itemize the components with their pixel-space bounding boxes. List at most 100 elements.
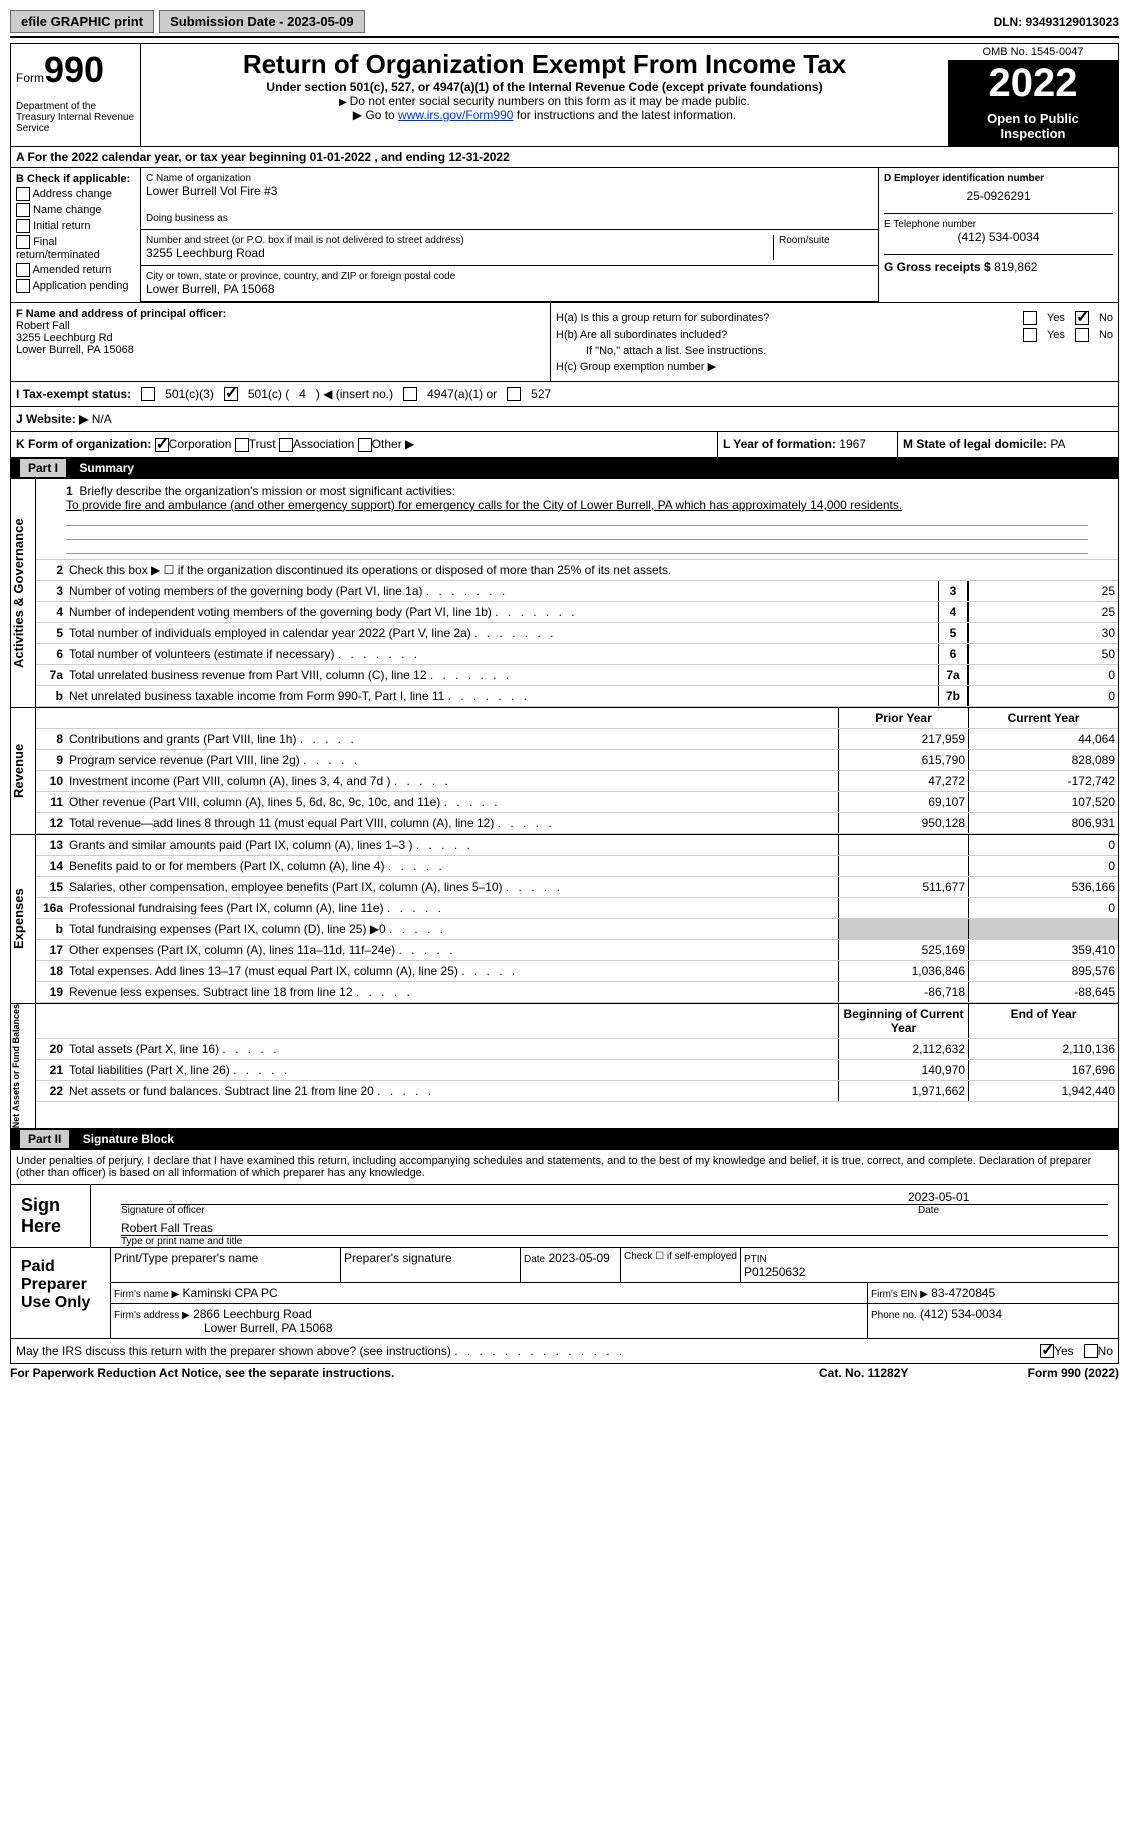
gross-receipts: 819,862 — [994, 260, 1037, 274]
submission-btn[interactable]: Submission Date - 2023-05-09 — [159, 10, 365, 33]
table-row: 6Total number of volunteers (estimate if… — [36, 644, 1118, 665]
cb-corp[interactable] — [155, 438, 169, 452]
prep-r1: Print/Type preparer's name Preparer's si… — [111, 1248, 1118, 1283]
summary-section: Activities & Governance 1 Briefly descri… — [10, 478, 1119, 1129]
form-number: 990 — [44, 49, 104, 90]
year-box: OMB No. 1545-0047 2022 Open to Public In… — [948, 44, 1118, 146]
prep-r3: Firm's address ▶ 2866 Leechburg RoadLowe… — [111, 1304, 1118, 1338]
form-number-box: Form990 Department of the Treasury Inter… — [11, 44, 141, 146]
city: Lower Burrell, PA 15068 — [146, 282, 873, 296]
firm-ein-box: Firm's EIN ▶ 83-4720845 — [868, 1283, 1118, 1303]
gross-label: G Gross receipts $ — [884, 260, 991, 274]
irs-link[interactable]: www.irs.gov/Form990 — [398, 108, 513, 122]
l-col: L Year of formation: 1967 — [718, 432, 898, 457]
firm-name-box: Firm's name ▶ Kaminski CPA PC — [111, 1283, 868, 1303]
cb-app-pending[interactable]: Application pending — [16, 279, 135, 293]
part1-header: Part I Summary — [10, 458, 1119, 478]
preparer-body: Print/Type preparer's name Preparer's si… — [111, 1248, 1118, 1338]
print-name-label: Print/Type preparer's name — [111, 1248, 341, 1282]
paperwork-notice: For Paperwork Reduction Act Notice, see … — [10, 1366, 819, 1380]
org-name-box: C Name of organization Lower Burrell Vol… — [141, 168, 878, 230]
tab-revenue: Revenue — [11, 708, 36, 834]
omb: OMB No. 1545-0047 — [948, 44, 1118, 61]
cb-name-change[interactable]: Name change — [16, 203, 135, 217]
website-val: N/A — [92, 412, 112, 426]
table-row: 14Benefits paid to or for members (Part … — [36, 856, 1118, 877]
ha-label: H(a) Is this a group return for subordin… — [556, 312, 1013, 324]
cb-527[interactable] — [507, 387, 521, 401]
note1: Do not enter social security numbers on … — [146, 94, 943, 108]
form-header: Form990 Department of the Treasury Inter… — [10, 43, 1119, 147]
gross-box: G Gross receipts $ 819,862 — [884, 254, 1113, 274]
table-row: 12Total revenue—add lines 8 through 11 (… — [36, 813, 1118, 834]
ein-label: D Employer identification number — [884, 173, 1113, 184]
ein: 25-0926291 — [884, 189, 1113, 203]
table-row: 17Other expenses (Part IX, column (A), l… — [36, 940, 1118, 961]
table-row: 15Salaries, other compensation, employee… — [36, 877, 1118, 898]
hdr-prior-curr: Prior YearCurrent Year — [36, 708, 1118, 729]
k-col: K Form of organization: Corporation Trus… — [11, 432, 718, 457]
hb-yes[interactable] — [1023, 328, 1037, 342]
discuss-no[interactable] — [1084, 1344, 1098, 1358]
discuss-yes[interactable] — [1040, 1344, 1054, 1358]
cb-initial-return[interactable]: Initial return — [16, 219, 135, 233]
department: Department of the Treasury Internal Reve… — [16, 101, 135, 134]
cb-amended[interactable]: Amended return — [16, 263, 135, 277]
efile-btn[interactable]: efile GRAPHIC print — [10, 10, 154, 33]
table-row: 11Other revenue (Part VIII, column (A), … — [36, 792, 1118, 813]
cb-assoc[interactable] — [279, 438, 293, 452]
col-b: B Check if applicable: Address change Na… — [11, 168, 141, 302]
ha-yes[interactable] — [1023, 311, 1037, 325]
title-box: Return of Organization Exempt From Incom… — [141, 44, 948, 146]
addr-label: Number and street (or P.O. box if mail i… — [146, 235, 773, 246]
tab-expenses: Expenses — [11, 835, 36, 1003]
sign-here-row: Sign Here 2023-05-01 Signature of office… — [11, 1185, 1118, 1247]
part2-title: Signature Block — [83, 1132, 174, 1146]
cb-501c[interactable] — [224, 387, 238, 401]
sig-date: 2023-05-01 — [908, 1190, 1108, 1204]
klm-row: K Form of organization: Corporation Trus… — [10, 432, 1119, 458]
hb-no[interactable] — [1075, 328, 1089, 342]
i-label: I Tax-exempt status: — [16, 387, 131, 401]
phone: (412) 534-0034 — [884, 230, 1113, 244]
ptin-box: PTINP01250632 — [741, 1248, 1118, 1282]
inspection-notice: Open to Public Inspection — [948, 106, 1118, 146]
summary-body: Activities & Governance 1 Briefly descri… — [11, 479, 1118, 1128]
section-fgh: F Name and address of principal officer:… — [10, 303, 1119, 382]
b-label: B Check if applicable: — [16, 173, 135, 185]
sig-caption2: Type or print name and title — [91, 1236, 1118, 1247]
officer-name-line: Robert Fall Treas — [121, 1221, 1108, 1236]
cb-501c3[interactable] — [141, 387, 155, 401]
preparer-row: Paid Preparer Use Only Print/Type prepar… — [11, 1247, 1118, 1338]
table-row: 20Total assets (Part X, line 16) . . . .… — [36, 1039, 1118, 1060]
officer-addr: 3255 Leechburg Rd — [16, 332, 545, 344]
part2-header: Part II Signature Block — [10, 1129, 1119, 1149]
ha-no[interactable] — [1075, 311, 1089, 325]
table-row: 10Investment income (Part VIII, column (… — [36, 771, 1118, 792]
dln: DLN: 93493129013023 — [994, 15, 1119, 29]
cb-4947[interactable] — [403, 387, 417, 401]
form-label: Form — [16, 71, 44, 85]
sign-body: 2023-05-01 Signature of officerDate Robe… — [91, 1185, 1118, 1247]
cb-other[interactable] — [358, 438, 372, 452]
cb-address-change[interactable]: Address change — [16, 187, 135, 201]
table-row: 16aProfessional fundraising fees (Part I… — [36, 898, 1118, 919]
table-row: 18Total expenses. Add lines 13–17 (must … — [36, 961, 1118, 982]
signature-section: Under penalties of perjury, I declare th… — [10, 1149, 1119, 1339]
mission-block: 1 Briefly describe the organization's mi… — [36, 479, 1118, 560]
cb-final-return[interactable]: Final return/terminated — [16, 235, 135, 261]
table-row: 9Program service revenue (Part VIII, lin… — [36, 750, 1118, 771]
sig-caption1: Signature of officerDate — [91, 1205, 1118, 1216]
city-label: City or town, state or province, country… — [146, 271, 873, 282]
line2-row: 2Check this box ▶ ☐ if the organization … — [36, 560, 1118, 581]
cb-trust[interactable] — [235, 438, 249, 452]
table-row: 21Total liabilities (Part X, line 26) . … — [36, 1060, 1118, 1081]
table-row: 3Number of voting members of the governi… — [36, 581, 1118, 602]
address-box: Number and street (or P.O. box if mail i… — [141, 230, 878, 266]
calendar-year-row: A For the 2022 calendar year, or tax yea… — [10, 147, 1119, 168]
tab-governance: Activities & Governance — [11, 479, 36, 707]
prep-r2: Firm's name ▶ Kaminski CPA PC Firm's EIN… — [111, 1283, 1118, 1304]
501c-num: 4 — [299, 387, 306, 401]
firm-addr-box: Firm's address ▶ 2866 Leechburg RoadLowe… — [111, 1304, 868, 1338]
dba-label: Doing business as — [146, 213, 873, 224]
